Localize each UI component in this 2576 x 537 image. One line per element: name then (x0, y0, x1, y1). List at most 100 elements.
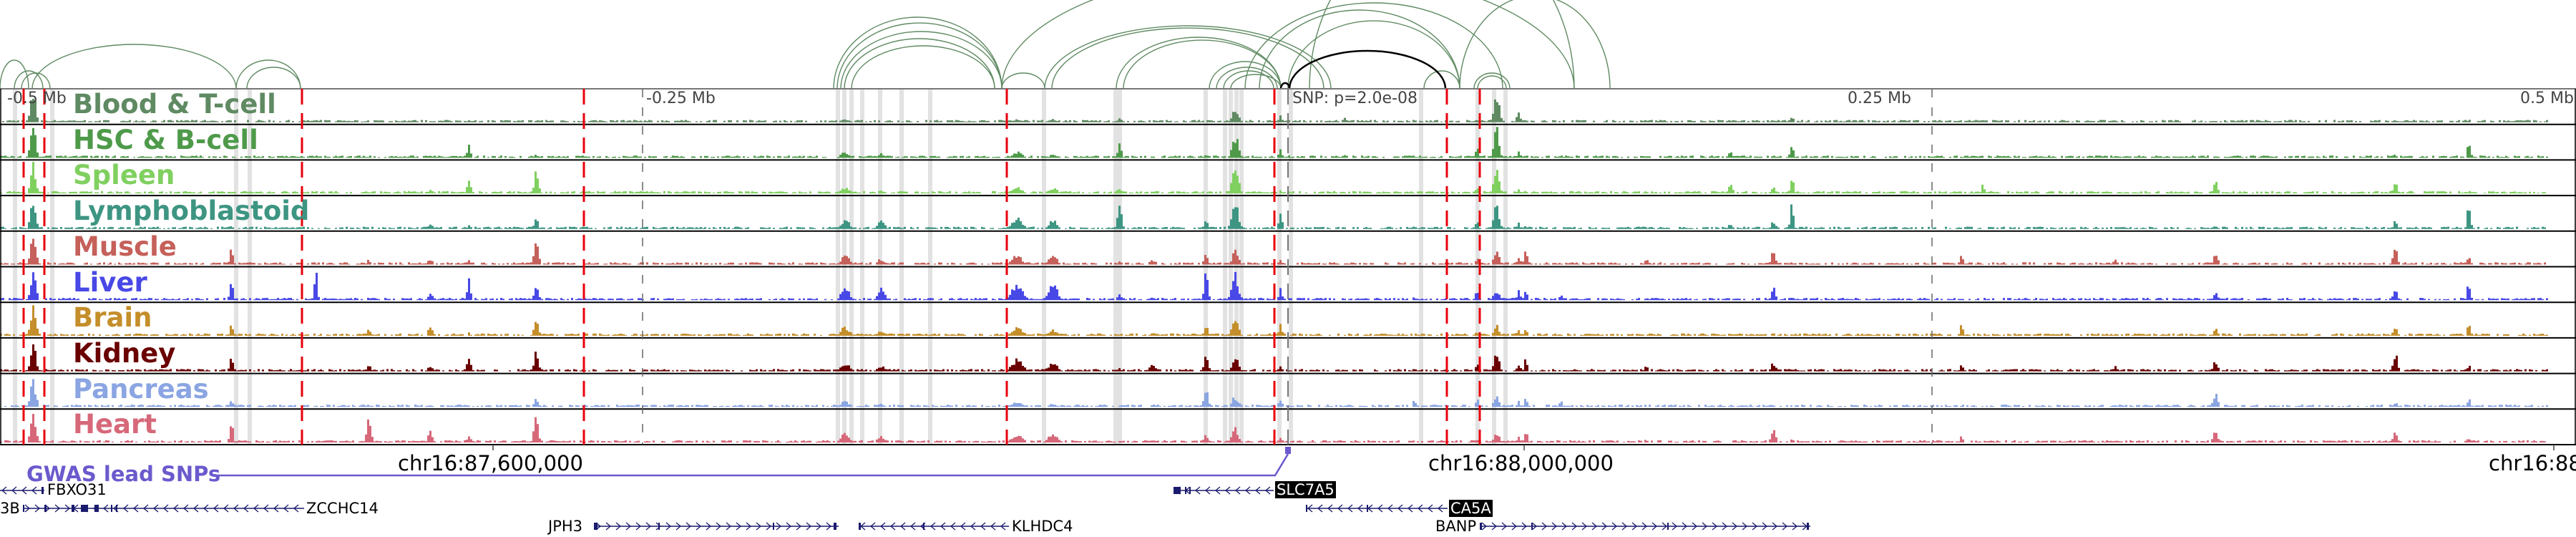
signal-bar (676, 262, 678, 265)
signal-bar (200, 299, 202, 301)
signal-bar (803, 155, 805, 158)
signal-bar (2059, 120, 2061, 122)
signal-bar (19, 227, 21, 229)
signal-bar (122, 227, 125, 229)
signal-bar (1507, 227, 1509, 229)
signal-bar (839, 120, 841, 122)
signal-bar (2, 226, 4, 229)
signal-bar (2430, 191, 2432, 194)
signal-bar (1696, 299, 1698, 301)
signal-bar (1198, 263, 1200, 265)
signal-bar (101, 299, 103, 301)
signal-bar (219, 191, 221, 194)
signal-bar (910, 227, 912, 229)
signal-bar (2175, 263, 2177, 265)
signal-bar (294, 156, 296, 158)
signal-bar (438, 155, 440, 158)
signal-bar (1775, 120, 1777, 122)
signal-bar (942, 192, 945, 194)
signal-bar (120, 192, 122, 194)
signal-bar (2464, 192, 2467, 194)
signal-bar (1625, 191, 1627, 194)
signal-bar (1305, 227, 1307, 229)
signal-bar (653, 226, 655, 229)
signal-bar (2102, 263, 2104, 265)
signal-bar (253, 263, 255, 265)
signal-bar (1151, 227, 1153, 229)
signal-bar (86, 155, 88, 158)
signal-bar (498, 156, 500, 158)
signal-bar (1232, 208, 1234, 229)
signal-bar (1314, 227, 1316, 229)
signal-bar (998, 298, 1000, 301)
signal-bar (1754, 156, 1756, 158)
signal-bar (356, 155, 358, 158)
signal-bar (202, 120, 204, 122)
signal-bar (410, 120, 412, 122)
signal-bar (1091, 156, 1093, 158)
signal-bar (2308, 156, 2310, 158)
signal-bar (1896, 263, 1898, 265)
signal-bar (391, 155, 393, 158)
signal-bar (1522, 120, 1524, 122)
signal-bar (1767, 228, 1769, 229)
signal-bar (841, 291, 844, 301)
signal-bar (1996, 191, 1999, 194)
signal-bar (1586, 155, 1589, 158)
signal-bar (2061, 263, 2063, 265)
signal-bar (1277, 120, 1279, 122)
signal-bar (2102, 227, 2104, 229)
signal-bar (262, 156, 264, 158)
signal-bar (1786, 157, 1788, 158)
signal-bar (2293, 192, 2295, 194)
signal-bar (313, 192, 316, 194)
signal-bar (423, 263, 425, 265)
signal-bar (584, 227, 586, 229)
signal-bar (406, 192, 408, 194)
signal-bar (1333, 298, 1335, 301)
signal-bar (39, 227, 41, 229)
signal-bar (2108, 262, 2110, 265)
signal-bar (137, 192, 140, 194)
signal-bar (1964, 227, 1966, 229)
lead-snp-loop (1279, 82, 1291, 90)
signal-bar (1267, 192, 1269, 194)
signal-bar (2323, 228, 2325, 229)
signal-bar (1717, 120, 1719, 122)
signal-bar (2421, 156, 2424, 158)
signal-bar (182, 191, 185, 194)
signal-bar (1595, 191, 1597, 194)
signal-bar (781, 298, 784, 301)
signal-bar (2522, 120, 2524, 122)
signal-bar (1359, 299, 1361, 301)
signal-bar (1114, 156, 1116, 158)
signal-bar (273, 192, 275, 194)
signal-bar (1202, 120, 1204, 122)
signal-bar (1116, 120, 1118, 122)
signal-bar (966, 192, 968, 194)
signal-bar (743, 299, 745, 301)
signal-bar (1005, 228, 1007, 229)
signal-bar (62, 192, 64, 194)
signal-bar (54, 299, 56, 301)
signal-bar (1011, 289, 1013, 301)
signal-bar (1990, 156, 1992, 158)
signal-bar (49, 263, 52, 265)
signal-bar (1619, 121, 1621, 122)
signal-bar (1406, 155, 1408, 158)
signal-bar (2119, 227, 2121, 229)
signal-bar (719, 227, 721, 229)
signal-bar (2200, 192, 2202, 194)
signal-bar (590, 263, 592, 265)
signal-bar (1820, 157, 1823, 158)
signal-bar (258, 298, 260, 301)
signal-bar (172, 299, 174, 301)
signal-bar (1992, 262, 1994, 265)
signal-bar (84, 120, 86, 122)
signal-bar (2065, 120, 2067, 122)
signal-bar (1157, 298, 1159, 301)
signal-bar (1956, 155, 1958, 158)
signal-bar (2529, 262, 2531, 265)
signal-bar (1309, 227, 1312, 229)
signal-bar (1239, 222, 1241, 229)
